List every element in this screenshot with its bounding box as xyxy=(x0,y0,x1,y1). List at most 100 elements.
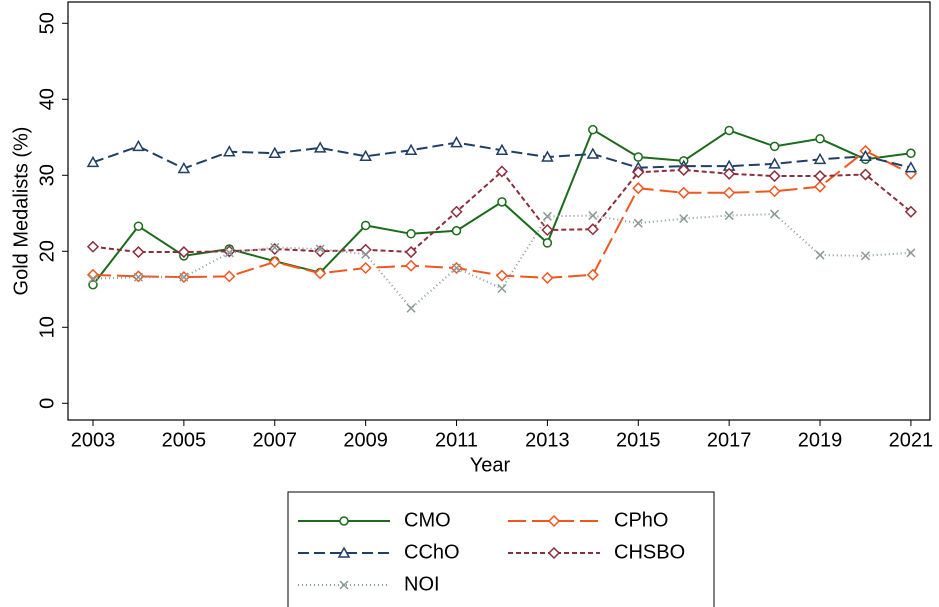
point xyxy=(497,197,507,207)
plot-frame xyxy=(67,1,931,421)
point xyxy=(86,240,100,253)
point xyxy=(677,163,690,177)
point xyxy=(813,180,827,193)
point xyxy=(268,242,281,256)
point xyxy=(404,143,418,155)
point xyxy=(133,272,143,282)
x-tick-label: 2003 xyxy=(71,429,116,451)
point xyxy=(315,244,325,254)
point xyxy=(768,185,781,198)
point xyxy=(679,214,689,224)
point xyxy=(724,211,734,221)
point xyxy=(860,251,871,261)
point xyxy=(268,255,281,268)
point xyxy=(904,161,918,173)
point xyxy=(451,263,462,273)
x-tick-label: 2021 xyxy=(889,429,934,451)
point xyxy=(359,149,372,162)
point xyxy=(314,245,327,258)
point xyxy=(495,269,509,282)
legend-label: CPhO xyxy=(614,509,668,531)
legend-marker xyxy=(547,514,561,528)
x-tick-label: 2017 xyxy=(707,429,752,451)
point xyxy=(723,167,736,180)
point xyxy=(632,182,645,195)
point xyxy=(542,238,553,248)
y-tick-label: 0 xyxy=(36,398,58,409)
point xyxy=(633,218,643,228)
point xyxy=(677,186,690,199)
x-tick-label: 2011 xyxy=(435,429,478,451)
point xyxy=(768,169,781,183)
point xyxy=(495,165,509,178)
point xyxy=(588,124,598,135)
point xyxy=(132,139,145,152)
legend-label: CChO xyxy=(404,541,460,563)
point xyxy=(769,141,780,152)
x-axis-label: Year xyxy=(470,454,511,476)
x-tick-label: 2009 xyxy=(343,429,388,451)
point xyxy=(813,152,827,165)
x-tick-label: 2007 xyxy=(253,429,298,451)
point xyxy=(406,303,416,313)
point xyxy=(451,226,462,236)
point xyxy=(179,272,189,282)
point xyxy=(632,166,645,179)
point xyxy=(88,274,98,284)
point xyxy=(314,267,327,280)
point xyxy=(723,186,736,199)
point xyxy=(541,271,554,284)
point xyxy=(450,205,463,218)
point xyxy=(586,147,600,159)
point xyxy=(224,248,234,258)
y-tick-label: 20 xyxy=(36,240,58,262)
point xyxy=(859,149,872,162)
legend-marker xyxy=(339,516,349,526)
series-line xyxy=(92,213,911,310)
legend-frame xyxy=(287,491,715,607)
point xyxy=(405,245,418,259)
point xyxy=(906,248,916,258)
series-line xyxy=(92,168,912,254)
point xyxy=(497,283,507,294)
x-tick-label: 2015 xyxy=(616,429,661,451)
legend-marker xyxy=(339,580,349,590)
point xyxy=(586,268,599,281)
point xyxy=(359,261,372,275)
point xyxy=(223,145,236,157)
point xyxy=(361,249,371,259)
point xyxy=(586,223,599,236)
x-tick-label: 2019 xyxy=(798,429,843,451)
x-tick-label: 2005 xyxy=(162,429,207,451)
point xyxy=(542,211,552,221)
point xyxy=(406,229,416,239)
legend-marker xyxy=(547,546,561,560)
point xyxy=(450,136,463,148)
y-tick-label: 30 xyxy=(36,164,58,186)
point xyxy=(132,245,145,259)
point xyxy=(495,143,509,155)
point xyxy=(133,221,144,231)
point xyxy=(86,155,100,168)
point xyxy=(770,209,780,219)
point xyxy=(223,270,236,283)
legend-label: CMO xyxy=(404,509,451,531)
point xyxy=(86,268,100,281)
y-tick-label: 10 xyxy=(36,316,58,338)
point xyxy=(815,134,825,144)
y-tick-label: 50 xyxy=(36,12,58,34)
point xyxy=(541,223,554,237)
point xyxy=(313,141,327,153)
y-tick-label: 40 xyxy=(36,88,58,110)
legend-marker xyxy=(337,546,351,558)
point xyxy=(859,168,872,181)
point xyxy=(633,152,644,162)
point xyxy=(813,169,827,183)
point xyxy=(177,245,190,259)
point xyxy=(815,250,825,260)
point xyxy=(768,157,781,169)
legend-label: NOI xyxy=(404,573,440,595)
point xyxy=(541,150,554,162)
point xyxy=(904,205,917,218)
point xyxy=(268,146,282,158)
